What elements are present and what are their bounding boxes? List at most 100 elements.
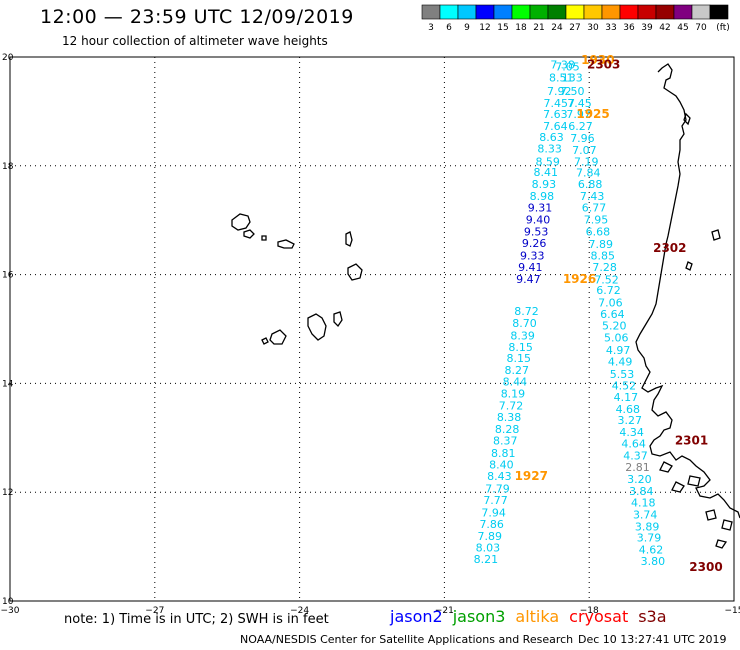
chart-title: 12:00 — 23:59 UTC 12/09/2019: [40, 6, 354, 28]
colorbar-label: 39: [641, 23, 653, 33]
swh-value-altika: 8.63: [539, 131, 564, 144]
swh-value-altika: 8.37: [493, 434, 518, 447]
pass-time-label: 2301: [675, 433, 708, 447]
swh-value-altika: 7.89: [478, 530, 503, 543]
mission-legend-altika: altika: [515, 607, 560, 626]
colorbar-label: 18: [515, 23, 527, 33]
swh-value-altika: 8.27: [505, 364, 530, 377]
swh-value-altika: 7.28: [592, 261, 617, 274]
swh-value-jason2: 9.41: [518, 261, 543, 274]
west-africa-coast: [635, 63, 740, 519]
pass-time-label: 2302: [653, 241, 686, 255]
island-santa-luzia: [261, 235, 267, 241]
island-santo-antao: [231, 213, 251, 231]
lat-lon-grid: −30 −27 −24 −21 −18 −15 20 18 16 14 12 10: [1, 53, 740, 616]
swh-value-altika: 4.64: [621, 438, 646, 451]
swh-value-altika: 8.38: [497, 411, 522, 424]
x-tick-label: −15: [725, 606, 740, 616]
chart-subtitle: 12 hour collection of altimeter wave hei…: [62, 34, 328, 48]
colorbar-swatch: [637, 4, 657, 20]
swh-value-jason2: 9.31: [528, 201, 553, 214]
y-tick-label: 20: [2, 53, 14, 63]
swh-value-altika: 8.39: [510, 329, 535, 342]
coast-island-7: [705, 509, 717, 521]
coastline: [231, 63, 740, 549]
mission-legend-s3a: s3a: [638, 607, 667, 626]
swh-value-altika: 6.27: [568, 120, 593, 133]
pass-time-label: 2303: [587, 57, 620, 71]
coast-island-8: [721, 519, 733, 531]
swh-value-altika: 4.18: [631, 496, 656, 509]
colorbar-label: 42: [659, 23, 670, 33]
swh-value-altika: 8.19: [501, 388, 526, 401]
swh-value-jason2: 9.47: [516, 273, 541, 286]
colorbar-swatch: [457, 4, 477, 20]
swh-value-altika: 8.70: [512, 317, 537, 330]
colorbar-swatch: [691, 4, 711, 20]
coast-island-3: [685, 261, 693, 271]
swh-value-altika: 8.44: [503, 376, 528, 389]
island-sao-vicente: [243, 229, 255, 239]
colorbar-label: 15: [497, 23, 508, 33]
mission-legend-jason3: jason3: [452, 607, 506, 626]
colorbar-swatch: [583, 4, 603, 20]
swh-value-altika: 6.77: [582, 201, 607, 214]
swh-value-altika: 6.68: [586, 225, 611, 238]
colorbar-label: 24: [551, 23, 563, 33]
colorbar-swatch: [655, 4, 675, 20]
swh-value-altika: 3.89: [635, 520, 660, 533]
swh-value-altika: 4.34: [619, 426, 644, 439]
swh-value-altika: 7.72: [499, 400, 524, 413]
wave-height-labels: 7.387.058.511337.927.507.4577.457.637.97…: [474, 58, 666, 568]
swh-value-altika: 7.07: [572, 144, 597, 157]
swh-value-altika: 8.85: [590, 249, 615, 262]
swh-value-altika: 5.53: [610, 368, 635, 381]
coast-island-1: [683, 112, 691, 126]
island-sao-nicolau: [277, 239, 295, 249]
x-tick-label: −18: [580, 606, 599, 616]
island-santiago: [307, 313, 327, 341]
map-frame: [9, 56, 735, 602]
swh-value-altika: 8.41: [534, 166, 559, 179]
colorbar-swatch: [421, 4, 441, 20]
swh-value-altika: 133: [562, 71, 583, 84]
pass-time-label: 2300: [689, 560, 722, 574]
swh-value-altika: 3.20: [627, 473, 652, 486]
swh-value-altika: 7.05: [555, 61, 580, 74]
colorbar-swatch: [529, 4, 549, 20]
x-tick-label: −21: [435, 606, 454, 616]
colorbar-swatch: [619, 4, 639, 20]
swh-value-altika: 7.43: [580, 190, 605, 203]
swh-value-altika: 8.51: [549, 71, 574, 84]
coast-island-5: [687, 475, 701, 487]
colorbar-label: 27: [569, 23, 580, 33]
swh-value-altika: 8.15: [506, 352, 531, 365]
colorbar-label: 12: [479, 23, 490, 33]
swh-value-altika: 3.84: [629, 485, 654, 498]
swh-value-altika: 8.98: [530, 190, 555, 203]
color-scale-bar: 3 6 9 12 15 18 21 24 27 30 33 36 39 42 45 70 (ft): [421, 4, 730, 33]
swh-value-altika: 8.03: [476, 541, 501, 554]
swh-value-jason2: 9.26: [522, 237, 547, 250]
swh-value-altika: 7.96: [570, 132, 595, 145]
swh-value-altika: 7.86: [479, 518, 504, 531]
swh-value-altika: 4.49: [608, 355, 633, 368]
swh-value-gray: 2.81: [625, 461, 650, 474]
swh-value-altika: 7.50: [560, 85, 585, 98]
swh-value-altika: 6.64: [600, 308, 625, 321]
swh-value-altika: 3.74: [633, 508, 658, 521]
island-boa-vista: [347, 263, 363, 281]
colorbar-swatch: [565, 4, 585, 20]
swh-value-altika: 8.81: [491, 447, 516, 460]
colorbar-label: 45: [677, 23, 688, 33]
y-tick-label: 10: [2, 597, 14, 607]
swh-value-altika: 7.38: [550, 58, 575, 71]
y-tick-label: 16: [2, 271, 14, 281]
swh-value-altika: 8.28: [495, 423, 520, 436]
swh-value-altika: 7.45: [567, 97, 592, 110]
swh-value-altika: 7.94: [481, 507, 506, 520]
pass-time-label: 1925: [576, 107, 609, 121]
swh-value-altika: 8.40: [489, 458, 514, 471]
swh-value-altika: 8.21: [474, 553, 499, 566]
